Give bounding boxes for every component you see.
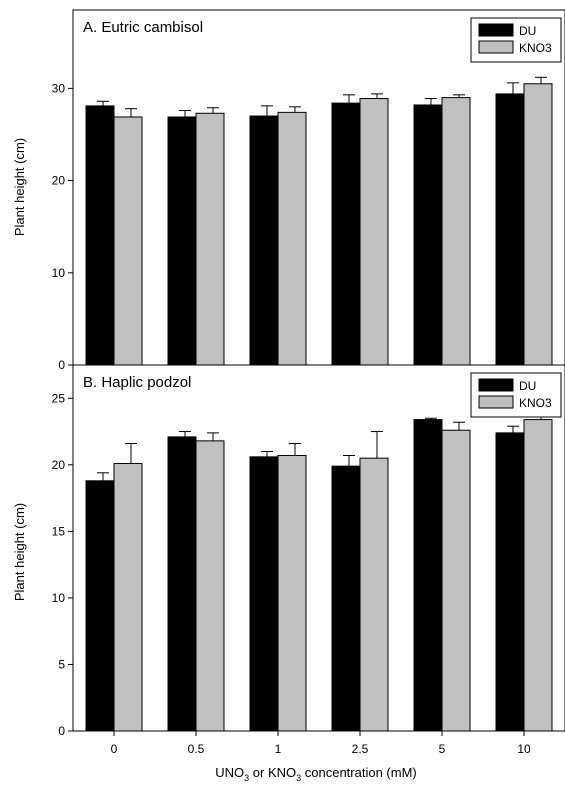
bar-kno3: [277, 111, 307, 366]
x-tick-label: 5: [439, 742, 446, 756]
x-tick-label: 0.5: [188, 742, 205, 756]
legend-swatch-du: [478, 378, 514, 392]
plot-frame: [72, 364, 565, 732]
y-tick-label: 10: [52, 266, 66, 280]
bar-kno3: [359, 98, 389, 366]
x-axis-label-subscript: 3: [296, 773, 301, 783]
y-tick-label: 25: [52, 391, 66, 405]
legend-swatch-kno3: [478, 395, 514, 409]
legend-label: KNO3: [519, 396, 552, 410]
y-tick-label: 30: [52, 81, 66, 95]
y-tick-label: 15: [52, 524, 66, 538]
bar-kno3: [523, 419, 553, 732]
y-tick-label: 20: [52, 174, 66, 188]
legend-label: KNO3: [519, 41, 552, 55]
x-axis-label-part: UNO: [215, 765, 244, 780]
y-tick-label: 0: [58, 724, 65, 738]
y-tick-label: 5: [58, 657, 65, 671]
panel-b: 0 5 10 15 20 25 0 0.5 1 2.5 5 10 B. Haplic podzol DU K…: [52, 364, 565, 756]
x-axis-label-part: concentration (mM): [301, 765, 417, 780]
bar-kno3: [523, 83, 553, 366]
x-axis-label-subscript: 3: [244, 773, 249, 783]
x-tick-label: 10: [517, 742, 531, 756]
x-axis-label-part: or KNO: [249, 765, 296, 780]
legend-label: DU: [519, 24, 536, 38]
y-tick-label: 20: [52, 458, 66, 472]
bar-kno3: [113, 116, 143, 366]
legend-swatch-du: [478, 23, 514, 37]
x-tick-label: 2.5: [352, 742, 369, 756]
bar-du: [249, 115, 279, 366]
bar-du: [167, 116, 197, 366]
bar-du: [413, 419, 443, 732]
bar-du: [331, 102, 361, 366]
y-tick-label: 10: [52, 591, 66, 605]
bar-du: [331, 465, 361, 732]
y-tick-label: 0: [58, 358, 65, 372]
bar-kno3: [113, 462, 143, 732]
x-tick-label: 1: [275, 742, 282, 756]
bar-kno3: [195, 440, 225, 732]
x-axis-label: UNO3 or KNO3 concentration (mM): [215, 765, 416, 783]
bar-kno3: [441, 429, 471, 732]
legend-swatch-kno3: [478, 40, 514, 54]
panel-title: A. Eutric cambisol: [83, 19, 203, 36]
panel-title: B. Haplic podzol: [83, 374, 191, 391]
plot-frame: [72, 9, 565, 366]
bar-du: [495, 93, 525, 366]
bar-kno3: [359, 457, 389, 732]
bar-du: [249, 456, 279, 732]
bar-du: [85, 105, 115, 366]
legend-label: DU: [519, 379, 536, 393]
y-axis-label-a: Plant height (cm): [12, 138, 27, 236]
bar-du: [85, 480, 115, 732]
bar-du: [495, 432, 525, 732]
bar-kno3: [195, 112, 225, 366]
x-tick-label: 0: [111, 742, 118, 756]
bar-kno3: [441, 97, 471, 366]
bar-kno3: [277, 455, 307, 732]
y-axis-label-b: Plant height (cm): [12, 503, 27, 601]
bar-du: [167, 436, 197, 732]
panel-a: 0 10 20 30 A. Eutric cambisol DU KNO3: [52, 9, 565, 372]
bar-du: [413, 104, 443, 366]
